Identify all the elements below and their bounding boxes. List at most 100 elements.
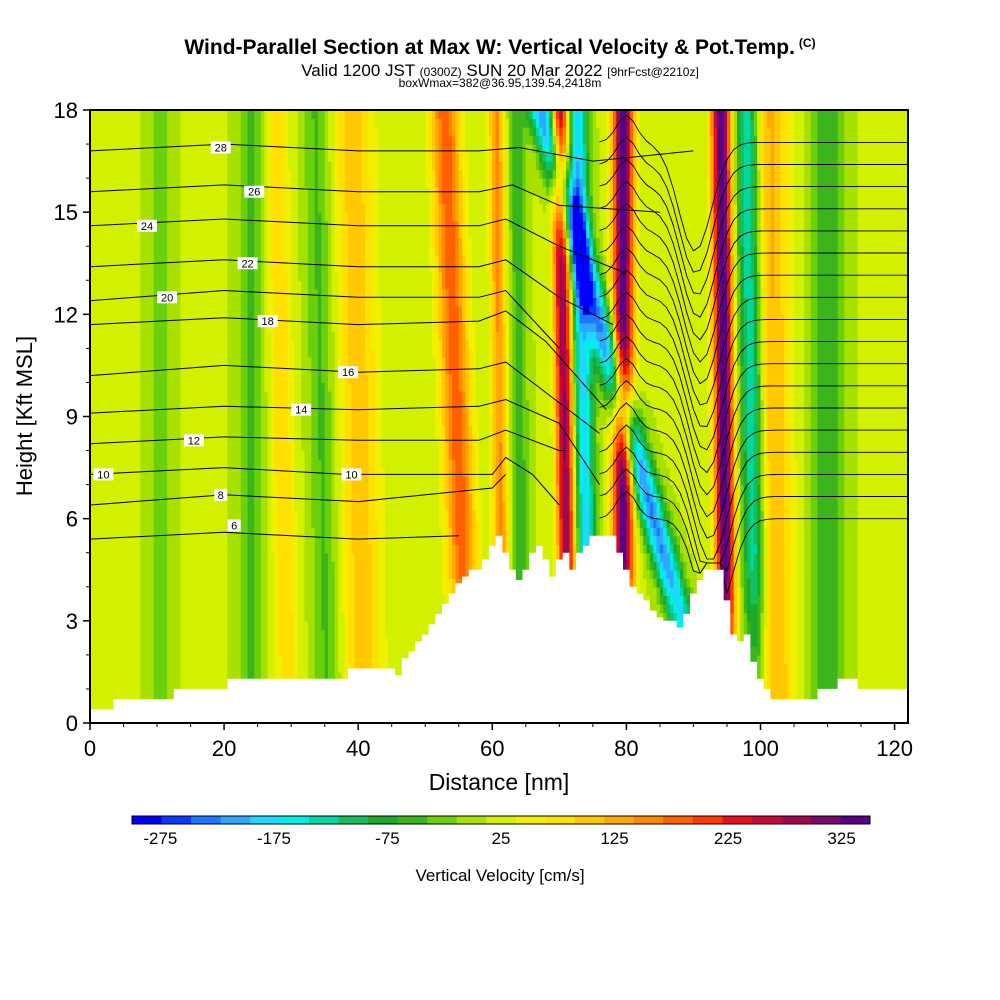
heat-cell: [146, 118, 151, 128]
heat-cell: [180, 654, 185, 664]
heat-cell: [160, 382, 165, 392]
heat-cell: [173, 484, 178, 494]
heat-cell: [110, 493, 115, 503]
heat-cell: [93, 331, 98, 341]
heat-cell: [126, 237, 131, 247]
heat-cell: [187, 646, 192, 656]
heat-cell: [180, 161, 185, 171]
heat-cell: [153, 527, 158, 537]
heat-cell: [167, 110, 172, 120]
heat-cell: [173, 356, 178, 367]
heat-cell: [153, 688, 158, 699]
heat-cell: [136, 237, 141, 247]
heat-cell: [180, 203, 185, 213]
heat-cell: [103, 561, 108, 571]
heat-cell: [314, 527, 319, 537]
heat-cell: [170, 220, 175, 230]
heat-cell: [106, 356, 111, 367]
heat-cell: [271, 467, 275, 477]
heat-cell: [140, 356, 145, 367]
heat-cell: [177, 280, 182, 290]
heat-cell: [160, 348, 165, 358]
heat-cell: [314, 135, 319, 145]
heat-cell: [203, 603, 208, 613]
heat-cell: [133, 195, 138, 205]
heat-cell: [96, 612, 101, 622]
heat-cell: [157, 578, 161, 588]
heat-cell: [90, 697, 94, 707]
heat-cell: [100, 629, 105, 639]
heat-cell: [217, 595, 222, 605]
heat-cell: [140, 535, 145, 545]
heat-cell: [100, 501, 105, 511]
heat-cell: [100, 297, 105, 307]
heat-cell: [187, 271, 192, 281]
heat-cell: [150, 561, 155, 571]
heat-cell: [160, 390, 165, 401]
heat-cell: [163, 373, 168, 384]
heat-cell: [103, 527, 108, 537]
heat-cell: [96, 450, 101, 460]
heat-cell: [163, 407, 168, 418]
heat-cell: [187, 518, 192, 528]
heat-cell: [110, 186, 115, 196]
heat-cell: [314, 186, 319, 196]
heat-cell: [100, 373, 105, 384]
heat-cell: [143, 425, 148, 435]
heat-cell: [187, 671, 192, 682]
heat-cell: [143, 186, 148, 196]
heat-cell: [143, 399, 148, 409]
heat-cell: [160, 442, 165, 452]
heat-cell: [116, 356, 121, 367]
heat-cell: [163, 254, 168, 264]
heat-cell: [120, 110, 125, 120]
heat-cell: [120, 688, 125, 699]
heat-cell: [284, 271, 289, 281]
heat-cell: [146, 365, 151, 375]
heat-cell: [146, 135, 151, 145]
heat-cell: [143, 527, 148, 537]
heat-cell: [116, 416, 121, 426]
heat-cell: [180, 229, 185, 239]
heat-cell: [177, 339, 182, 349]
heat-cell: [150, 263, 155, 273]
heat-cell: [143, 229, 148, 239]
heat-cell: [257, 152, 262, 162]
heat-cell: [123, 280, 128, 290]
heat-cell: [167, 620, 172, 630]
heat-cell: [284, 365, 289, 375]
heat-cell: [177, 569, 182, 579]
heat-cell: [301, 186, 306, 196]
heat-cell: [203, 544, 208, 554]
heat-cell: [203, 322, 208, 332]
heat-cell: [153, 637, 158, 647]
heat-cell: [284, 586, 289, 596]
heat-cell: [187, 510, 192, 520]
heat-cell: [257, 425, 262, 435]
heat-cell: [106, 654, 111, 664]
heat-cell: [203, 407, 208, 418]
heat-cell: [314, 620, 319, 630]
heat-cell: [173, 365, 178, 375]
heat-cell: [217, 467, 222, 477]
heat-cell: [203, 484, 208, 494]
heat-cell: [157, 212, 161, 222]
heat-cell: [157, 186, 161, 196]
heat-cell: [170, 433, 175, 443]
heat-cell: [96, 135, 101, 145]
heat-cell: [180, 127, 185, 137]
heat-cell: [284, 144, 289, 154]
heat-cell: [106, 544, 111, 554]
heat-cell: [177, 237, 182, 247]
heat-cell: [271, 297, 275, 307]
heat-cell: [190, 442, 195, 452]
heat-cell: [183, 246, 188, 256]
heat-cell: [93, 663, 98, 673]
heat-cell: [146, 373, 151, 384]
heat-cell: [150, 544, 155, 554]
heat-cell: [157, 620, 161, 630]
heat-cell: [153, 288, 158, 298]
heat-cell: [217, 501, 222, 511]
heat-cell: [143, 561, 148, 571]
heat-cell: [103, 433, 108, 443]
